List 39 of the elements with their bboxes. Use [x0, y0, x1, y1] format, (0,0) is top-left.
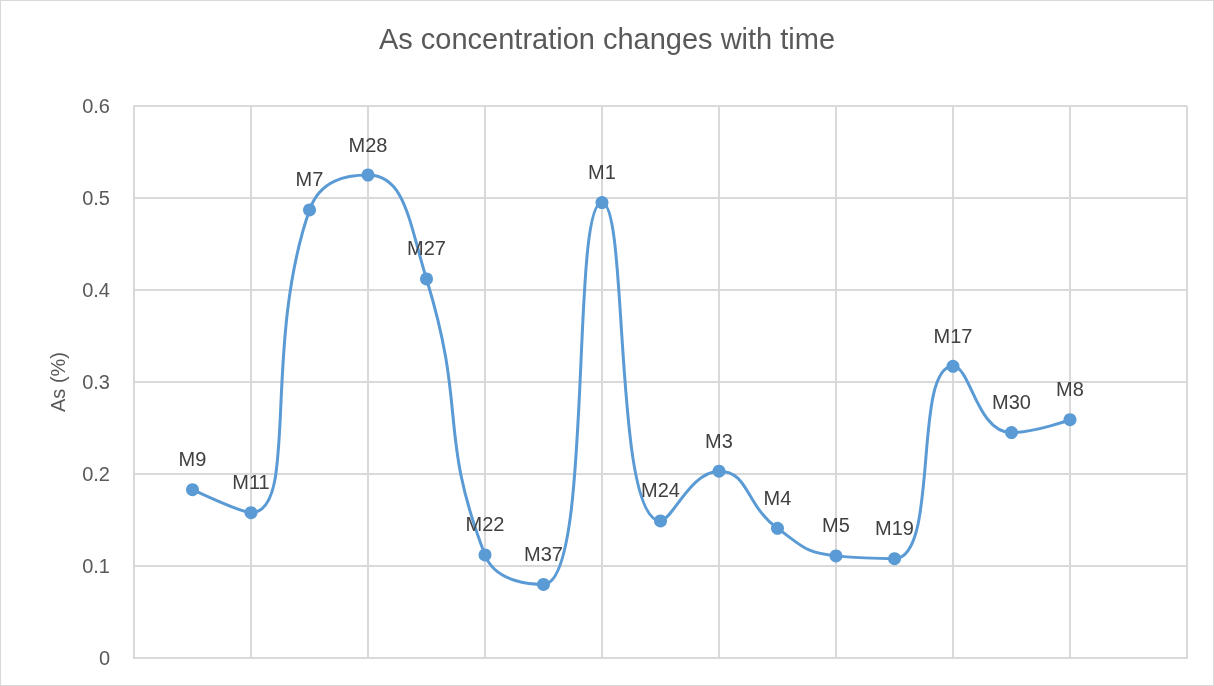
point	[478, 548, 492, 562]
data-label: M7	[295, 168, 324, 191]
data-label: M9	[178, 448, 207, 471]
point	[946, 359, 960, 373]
data-label: M28	[348, 133, 388, 156]
y-tick-label: 0.4	[82, 279, 110, 301]
point	[712, 464, 726, 478]
data-label: M24	[641, 479, 680, 502]
chart-title: As concentration changes with time	[378, 22, 836, 55]
data-label: M17	[933, 324, 973, 347]
point	[771, 521, 784, 535]
y-tick-label: 0.2	[82, 463, 110, 485]
data-label: M11	[232, 471, 270, 494]
data-label: M3	[705, 429, 733, 452]
data-label: M8	[1056, 378, 1084, 401]
point	[186, 483, 199, 497]
data-label: M37	[524, 542, 563, 565]
point	[888, 552, 901, 566]
point	[595, 196, 609, 210]
y-tick-label: 0.1	[82, 555, 110, 577]
point	[654, 514, 667, 528]
data-label: M4	[763, 486, 792, 509]
data-label: M19	[875, 517, 914, 540]
y-tick-label: 0	[98, 647, 110, 669]
point	[244, 506, 258, 520]
point	[420, 272, 433, 286]
point	[1005, 426, 1018, 440]
point	[537, 577, 550, 591]
point	[1063, 413, 1077, 427]
point	[829, 549, 843, 563]
y-axis-title: As (%)	[47, 352, 69, 412]
y-tick-label: 0.5	[82, 187, 110, 209]
point	[303, 203, 316, 217]
y-tick-label: 0.6	[82, 95, 110, 117]
data-label: M5	[822, 514, 850, 537]
y-tick-label: 0.3	[82, 371, 110, 393]
data-label: M1	[588, 161, 616, 184]
point	[361, 168, 375, 182]
data-label: M30	[992, 391, 1031, 414]
